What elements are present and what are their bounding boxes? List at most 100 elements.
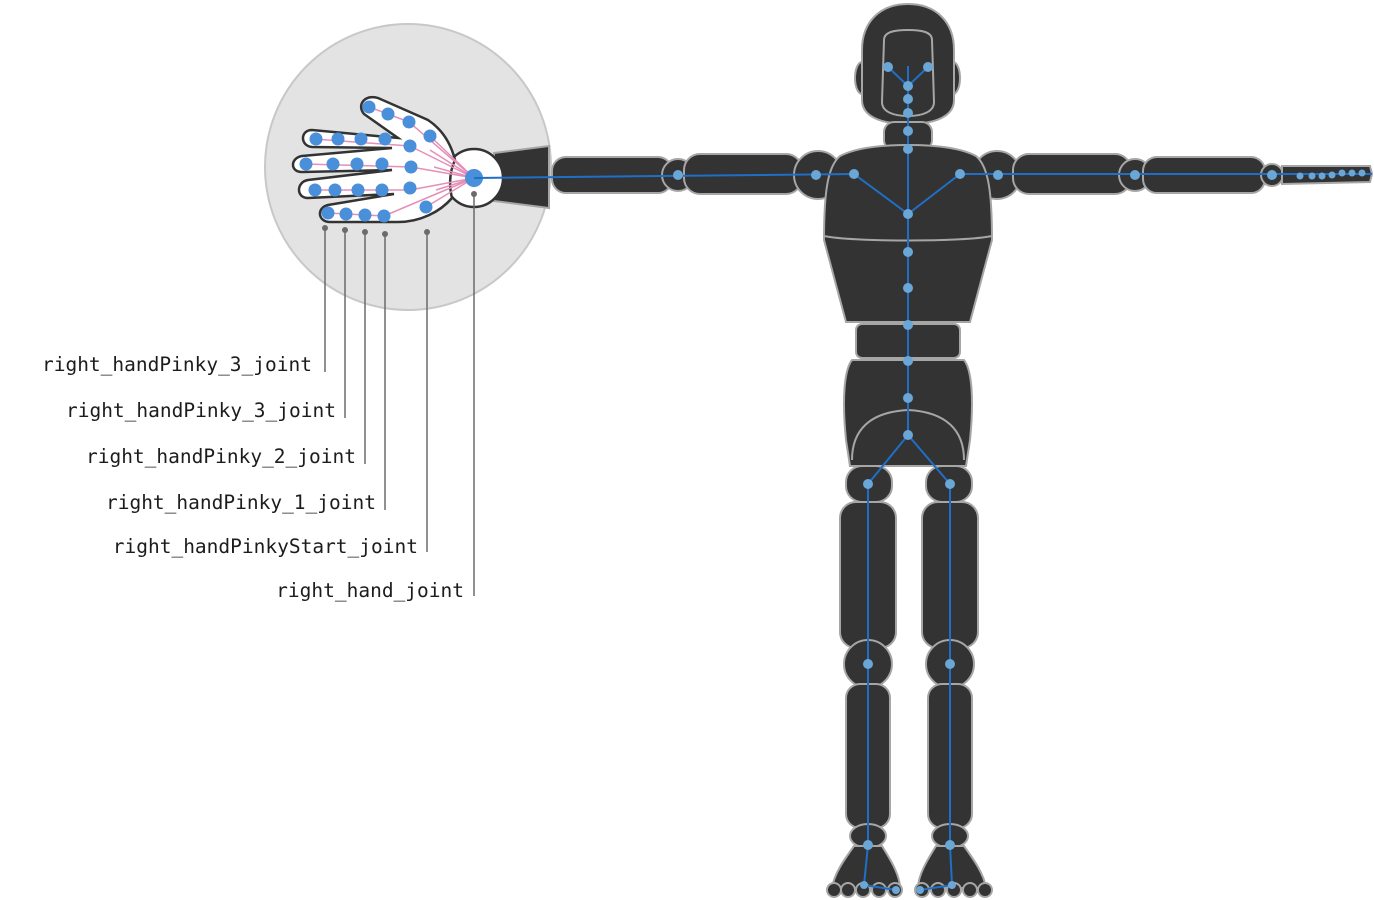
hand-joint-dot	[358, 208, 372, 222]
hand-joint-dot	[309, 132, 323, 146]
joint-dot	[1318, 172, 1326, 180]
toe	[840, 882, 856, 898]
joint-dot	[903, 247, 913, 257]
joint-dot	[903, 393, 913, 403]
toe	[826, 882, 842, 898]
joint-dot	[860, 881, 868, 889]
hand-joint-dot	[351, 183, 365, 197]
toe	[962, 882, 978, 898]
hand-joints	[299, 100, 483, 223]
hand-magnifier	[264, 23, 552, 311]
bone	[919, 884, 953, 891]
joint-dot	[903, 430, 913, 440]
toe	[930, 882, 946, 898]
joint-dot	[903, 126, 913, 136]
toe	[871, 882, 887, 898]
hand-joint-dot	[321, 206, 335, 220]
joint-dot	[892, 886, 900, 894]
joint-labels: right_handPinky_3_joint right_handPinky_…	[42, 353, 464, 602]
hand-joint-dot	[403, 181, 417, 195]
label-hand-joint: right_hand_joint	[276, 579, 464, 602]
joint-dot	[1296, 172, 1304, 180]
bone	[863, 884, 897, 891]
joint-dot	[945, 659, 955, 669]
skeleton-joints	[673, 62, 1366, 894]
hand-joint-dot	[362, 100, 376, 114]
joint-dot	[863, 659, 873, 669]
joint-dot	[903, 356, 913, 366]
joint-dot	[1328, 171, 1336, 179]
hand-joint-dot	[403, 139, 417, 153]
hand-joint-dot	[354, 132, 368, 146]
hand-joint-dot	[350, 157, 364, 171]
face-outline	[880, 28, 936, 118]
joint-dot	[1267, 170, 1277, 180]
hand-joint-dot	[419, 200, 433, 214]
joint-dot	[903, 144, 913, 154]
joint-dot	[945, 479, 955, 489]
joint-dot	[1358, 169, 1366, 177]
bone	[949, 844, 953, 886]
label-pinky-3-b: right_handPinky_3_joint	[66, 399, 336, 422]
joint-dot	[849, 169, 859, 179]
hand-joint-dot	[381, 107, 395, 121]
joint-dot	[993, 170, 1003, 180]
hand-joint-dot	[402, 115, 416, 129]
bone	[473, 173, 855, 179]
hand-joint-dot	[339, 207, 353, 221]
joint-dot	[903, 81, 913, 91]
joint-dot	[916, 886, 924, 894]
bone	[867, 434, 909, 485]
bone	[863, 844, 869, 886]
hand-bone	[409, 177, 475, 191]
joint-dot	[883, 62, 893, 72]
joint-dot	[903, 209, 913, 219]
toes	[826, 882, 993, 898]
hand-bone	[425, 177, 475, 208]
hand-joint-dot	[326, 157, 340, 171]
hand-joint-dot	[423, 129, 437, 143]
skeleton-body	[551, 2, 1374, 898]
joint-dot	[1348, 169, 1356, 177]
label-pinky-2: right_handPinky_2_joint	[86, 445, 356, 468]
hand-joint-dot	[404, 160, 418, 174]
hand-joint-dot	[299, 157, 313, 171]
hand-joint-dot	[308, 183, 322, 197]
leader-lines	[322, 191, 477, 596]
hand-bone	[383, 177, 475, 217]
joint-dot	[1130, 170, 1140, 180]
joint-dot	[1308, 172, 1316, 180]
hand-joint-dot	[375, 157, 389, 171]
hand-joint-dot	[378, 132, 392, 146]
hand-joint-dot	[331, 132, 345, 146]
bone	[907, 173, 961, 215]
joint-dot	[673, 170, 683, 180]
hand-bone	[327, 212, 385, 217]
toe	[977, 882, 993, 898]
joint-dot	[1338, 169, 1346, 177]
hand-joint-dot	[377, 209, 391, 223]
joint-dot	[948, 881, 956, 889]
hand-bone	[409, 145, 475, 179]
joint-dot	[903, 94, 913, 104]
joint-dot	[863, 840, 873, 850]
joint-dot	[923, 62, 933, 72]
joint-dot	[811, 170, 821, 180]
hand-joint-dot	[328, 183, 342, 197]
joint-dot	[955, 169, 965, 179]
joint-dot	[945, 840, 955, 850]
hand-joint-dot	[375, 183, 389, 197]
label-pinky-3-a: right_handPinky_3_joint	[42, 353, 312, 376]
joint-dot	[903, 108, 913, 118]
label-pinky-start: right_handPinkyStart_joint	[113, 535, 418, 558]
bone	[907, 434, 951, 485]
hand-bone	[408, 121, 475, 179]
joint-dot	[903, 320, 913, 330]
joint-dot	[903, 283, 913, 293]
right-forearm	[551, 156, 673, 194]
bone	[853, 173, 909, 215]
hand-bone	[410, 166, 475, 179]
joint-dot	[863, 479, 873, 489]
label-pinky-1: right_handPinky_1_joint	[106, 491, 376, 514]
